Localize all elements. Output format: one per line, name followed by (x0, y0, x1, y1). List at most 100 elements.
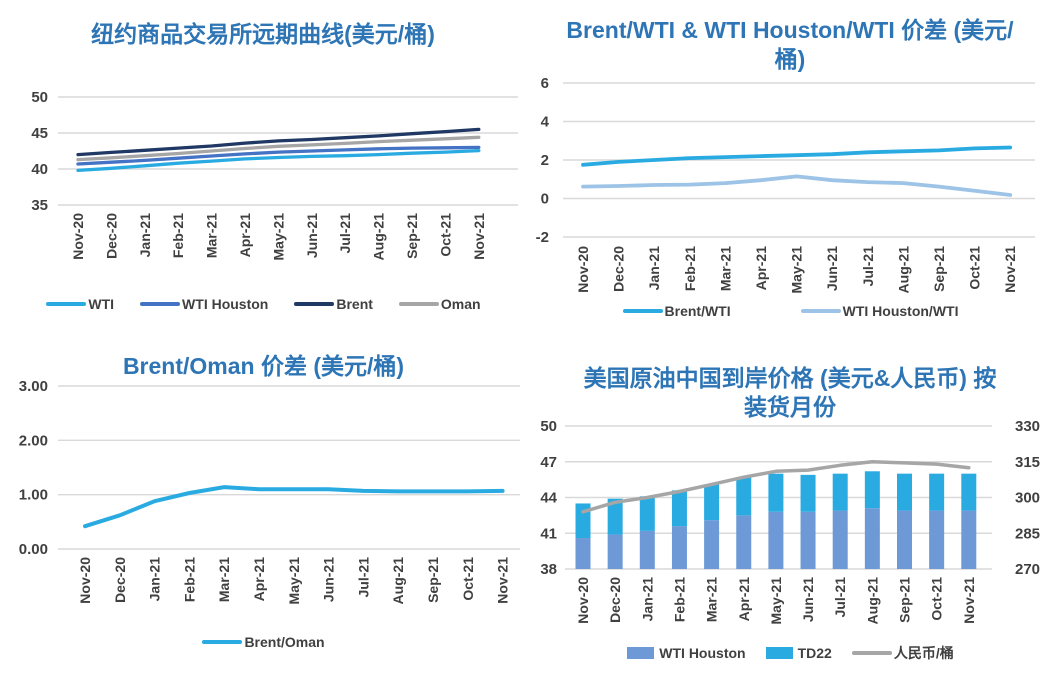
us-crude-cif-china-plot: 50 330 47 315 44 300 41 285 38 270 Nov-20 Dec-20 Jan… (540, 418, 1040, 625)
x-axis-tick: Oct-21 (460, 557, 476, 601)
y-axis-tick: 2 (541, 152, 549, 169)
x-axis-tick: Nov-21 (471, 213, 487, 260)
nymex-forward-curve-plot: 50 45 40 35 Nov-20 Dec-20 Jan-21 Feb-21 Mar-21 Ap… (31, 89, 518, 261)
legend-item: WTI Houston (140, 296, 268, 312)
y-axis-tick: 50 (540, 418, 557, 435)
bar-segment (929, 473, 945, 511)
chart-title: 美国原油中国到岸价格 (美元&人民币) 按装货月份 (583, 365, 997, 421)
x-axis-tick: Aug-21 (864, 577, 880, 625)
bar-segment (832, 510, 848, 569)
bar-segment (768, 511, 784, 569)
x-axis-tick: Sep-21 (897, 577, 913, 623)
brent-oman-spread-legend: Brent/Oman (0, 634, 527, 650)
bar-segment (736, 477, 752, 516)
y-axis-tick: 0 (541, 191, 549, 208)
legend-label: TD22 (797, 645, 832, 661)
x-axis-tick: Jul-21 (860, 246, 876, 287)
x-axis-tick: Jul-21 (355, 557, 371, 598)
x-axis-tick: Jan-21 (646, 246, 662, 291)
legend-item: Brent/Oman (202, 634, 325, 650)
y-axis-tick: 35 (31, 197, 48, 214)
bar-segment (736, 515, 752, 569)
x-axis-tick: Jul-21 (832, 577, 848, 618)
bar-segment (961, 473, 977, 511)
x-axis-tick: Apr-21 (251, 557, 267, 602)
y-axis-tick: 38 (540, 561, 557, 578)
series-line (76, 148, 481, 173)
y-axis-tick: 44 (540, 490, 557, 507)
y-axis-right-tick: 285 (1015, 525, 1040, 542)
legend-item: Brent/WTI (622, 303, 731, 319)
x-axis-tick: Oct-21 (967, 246, 983, 290)
x-axis-tick: Dec-20 (611, 246, 627, 292)
bar-segment (704, 520, 720, 569)
series-line (76, 135, 481, 162)
brent-wti-spread-plot: 6 4 2 0 -2 Nov-20 Dec-20 Jan-21 Feb-21 Mar-21 Apr-… (536, 75, 1035, 294)
y-axis-tick: 3.00 (19, 378, 48, 395)
bar-segment (575, 538, 591, 569)
x-axis-tick: May-21 (270, 213, 286, 261)
x-axis-tick: Aug-21 (895, 246, 911, 294)
x-axis-tick: Jun-21 (824, 246, 840, 291)
series-line (581, 145, 1013, 167)
x-axis-tick: May-21 (286, 557, 302, 605)
legend-item: WTI Houston/WTI (800, 303, 958, 319)
x-axis-tick: Jan-21 (147, 557, 163, 602)
chart-brent-wti-spread: Brent/WTI & WTI Houston/WTI 价差 (美元/桶) 6 4… (527, 0, 1054, 338)
x-axis-tick: Sep-21 (425, 557, 441, 603)
series-line (76, 145, 481, 166)
x-axis-tick: Nov-20 (70, 213, 86, 260)
legend-label: Brent (336, 296, 373, 312)
x-axis-tick: Mar-21 (204, 213, 220, 258)
bar-segment (671, 490, 687, 527)
x-axis-tick: Dec-20 (607, 577, 623, 623)
y-axis-tick: 6 (541, 75, 549, 92)
x-axis-tick: Nov-21 (961, 577, 977, 624)
x-axis-tick: Sep-21 (404, 213, 420, 259)
legend-label: Oman (440, 296, 481, 312)
y-axis-tick: 50 (31, 89, 48, 106)
legend-item: WTI (46, 296, 114, 312)
bar-segment (961, 510, 977, 569)
legend-label: Brent/Oman (244, 634, 325, 650)
x-axis-tick: Jun-21 (800, 577, 816, 622)
bar-segment (864, 471, 880, 509)
legend-label: WTI Houston (659, 645, 746, 661)
legend-swatch-icon (140, 302, 181, 306)
brent-wti-spread-legend: Brent/WTI WTI Houston/WTI (527, 303, 1054, 319)
chart-brent-oman-spread: Brent/Oman 价差 (美元/桶) 3.00 2.00 1.00 0.00 Nov… (0, 338, 527, 676)
y-axis-right-tick: 330 (1015, 418, 1040, 435)
bar-segment (897, 473, 912, 511)
x-axis-tick: Nov-21 (495, 557, 511, 604)
legend-swatch-icon (800, 309, 841, 313)
legend-swatch-icon (622, 309, 663, 313)
legend-swatch-icon (294, 302, 335, 306)
x-axis-tick: Feb-21 (170, 213, 186, 258)
x-axis-tick: Nov-20 (575, 246, 591, 293)
legend-swatch-icon (46, 302, 87, 306)
legend-label: WTI Houston (182, 296, 269, 312)
x-axis-tick: Aug-21 (371, 213, 387, 261)
x-axis-tick: May-21 (768, 577, 784, 625)
bar-segment (639, 530, 655, 569)
series-line (581, 460, 971, 514)
bar-segment (800, 511, 816, 569)
y-axis-tick: 1.00 (19, 487, 48, 504)
x-axis-tick: Jun-21 (304, 213, 320, 258)
y-axis-right-tick: 315 (1015, 454, 1040, 471)
y-axis-tick: 40 (31, 161, 48, 178)
brent-oman-spread-plot: 3.00 2.00 1.00 0.00 Nov-20 Dec-20 Jan-21 Feb-21… (19, 378, 520, 605)
x-axis-tick: Sep-21 (931, 246, 947, 292)
y-axis-tick: 2.00 (19, 432, 48, 449)
us-crude-cif-china-legend: WTI Houston TD22 人民币/桶 (527, 643, 1054, 663)
y-axis-tick: 47 (540, 454, 557, 471)
bar-segment (832, 473, 848, 511)
legend-item: Oman (398, 296, 481, 312)
x-axis-tick: Jan-21 (639, 577, 655, 622)
y-axis-right-tick: 300 (1015, 490, 1040, 507)
legend-swatch-icon (202, 640, 243, 644)
chart-title: Brent/Oman 价差 (美元/桶) (122, 353, 405, 379)
bar-segment (929, 510, 945, 569)
x-axis-tick: Apr-21 (753, 246, 769, 291)
